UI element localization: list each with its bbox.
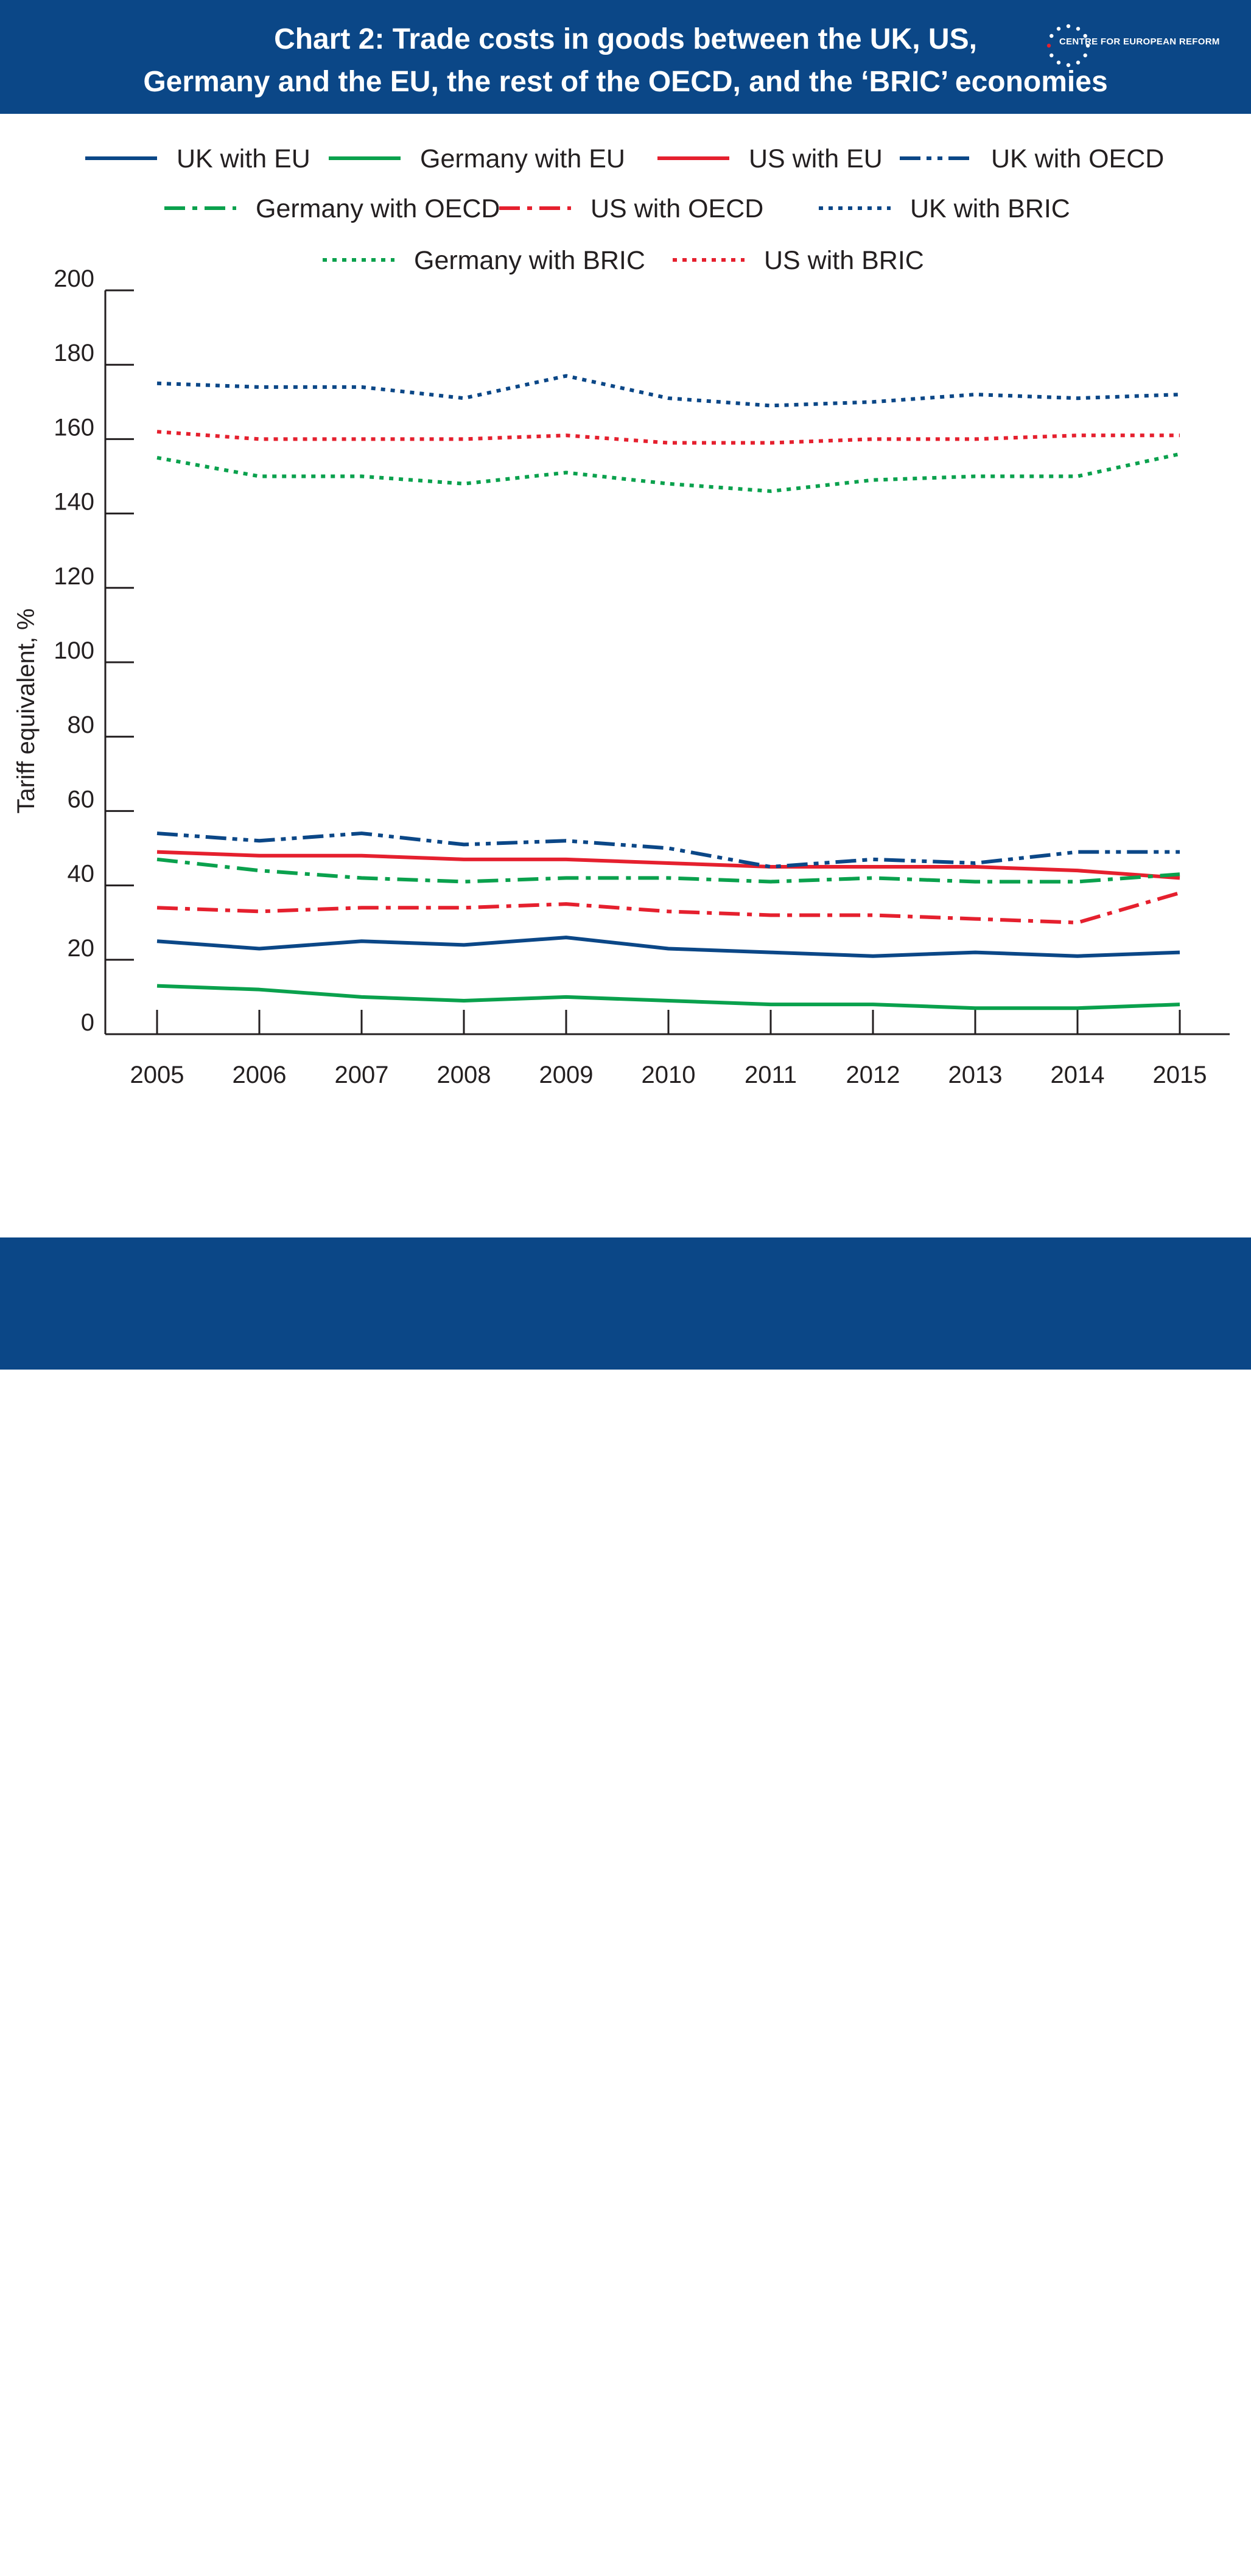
x-tick-label: 2010: [642, 1062, 696, 1088]
legend-label: Germany with BRIC: [414, 246, 645, 275]
y-tick-label: 120: [54, 563, 94, 590]
x-tick-label: 2008: [437, 1062, 491, 1088]
legend: UK with EU Germany with EU US with EU UK wi…: [85, 144, 1164, 275]
y-tick-label: 200: [54, 265, 94, 292]
series-line-us-with-eu: [156, 850, 1180, 880]
series-lines: [156, 374, 1180, 1010]
x-tick-label: 2013: [948, 1062, 1003, 1088]
y-tick-label: 100: [54, 637, 94, 664]
logo-star: [1056, 27, 1061, 31]
chart-title-line-2: Germany and the EU, the rest of the OECD…: [143, 66, 1108, 98]
chart-title-line-1: Chart 2: Trade costs in goods between th…: [274, 23, 977, 55]
logo-star: [1076, 27, 1081, 31]
logo-star: [1083, 53, 1087, 58]
logo-star: [1066, 63, 1071, 68]
y-tick-label: 160: [54, 414, 94, 441]
chart-footer: Source: CER analysis of OECD structural …: [0, 1237, 1251, 2574]
x-tick-label: 2007: [335, 1062, 389, 1088]
chart-header: Chart 2: Trade costs in goods between th…: [0, 0, 1251, 114]
y-tick-label: 180: [54, 340, 94, 366]
y-tick-label: 140: [54, 489, 94, 516]
axes: 0 20 40 60 80 100 120 140 160 180 200 2005 2006 2007 2…: [13, 265, 1230, 1088]
series-line-uk-with-oecd: [156, 831, 1180, 869]
legend-label: US with BRIC: [764, 246, 924, 275]
y-tick-label: 80: [68, 712, 95, 738]
series-line-us-with-oecd: [156, 891, 1180, 925]
series-line-uk-with-bric: [156, 374, 1180, 408]
legend-label: UK with OECD: [991, 144, 1164, 173]
x-tick-label: 2014: [1051, 1062, 1105, 1088]
chart-title: Chart 2: Trade costs in goods between th…: [0, 18, 1251, 103]
series-line-germany-with-oecd: [156, 857, 1180, 884]
logo-star: [1056, 60, 1061, 65]
logo-star: [1050, 33, 1054, 38]
line-chart: UK with EU Germany with EU US with EU UK wi…: [13, 144, 1230, 1088]
x-tick-label: 2009: [539, 1062, 594, 1088]
x-tick-label: 2015: [1153, 1062, 1207, 1088]
y-tick-label: 40: [68, 861, 95, 887]
legend-label: US with EU: [749, 144, 883, 173]
x-tick-label: 2006: [233, 1062, 287, 1088]
series-line-germany-with-bric: [156, 452, 1180, 493]
y-tick-label: 0: [81, 1009, 94, 1036]
legend-label: US with OECD: [590, 194, 763, 223]
x-tick-label: 2005: [130, 1062, 184, 1088]
source-line: Source: CER analysis of OECD structural …: [29, 2493, 950, 2516]
x-tick-label: 2011: [745, 1062, 797, 1088]
y-tick-label: 60: [68, 786, 95, 813]
x-tick-label: 2012: [846, 1062, 900, 1088]
logo-star: [1085, 43, 1090, 48]
legend-label: Germany with EU: [420, 144, 625, 173]
y-tick-label: 20: [68, 935, 95, 962]
logo-star: [1083, 33, 1087, 38]
note-line-1: Note: Due to data limitations, the EU on…: [29, 2521, 1155, 2545]
logo-text: CENTRE FOR EUROPEAN REFORM: [1059, 37, 1220, 47]
logo-star: [1050, 53, 1054, 58]
note-line-2: from 2006-2015, Israel from 2011-2015, a…: [29, 2550, 689, 2574]
logo-star: [1076, 60, 1081, 65]
series-line-germany-with-eu: [156, 984, 1180, 1010]
series-line-uk-with-eu: [156, 936, 1180, 958]
legend-label: Germany with OECD: [256, 194, 500, 223]
logo-star: [1066, 24, 1071, 29]
legend-label: UK with EU: [177, 144, 310, 173]
source-note: Source: CER analysis of OECD structural …: [29, 2490, 1228, 2576]
y-axis-label: Tariff equivalent, %: [13, 608, 40, 813]
legend-label: UK with BRIC: [910, 194, 1070, 223]
logo-star: [1046, 43, 1051, 48]
eu-stars-logo-icon: [1046, 24, 1090, 68]
series-line-us-with-bric: [156, 430, 1180, 445]
